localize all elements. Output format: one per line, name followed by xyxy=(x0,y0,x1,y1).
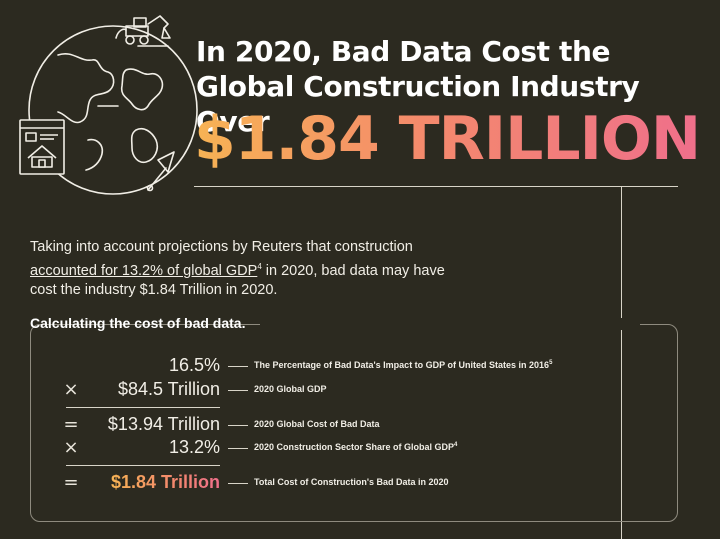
leader-line xyxy=(228,483,248,484)
trowel-icon xyxy=(146,151,175,192)
calculation-title: Calculating the cost of bad data. xyxy=(30,315,246,331)
calc-separator xyxy=(66,407,220,408)
equals-operator: = xyxy=(63,472,79,493)
calc-value: 16.5% xyxy=(168,355,220,375)
total-value: $1.84 Trillion xyxy=(110,472,220,492)
calc-label: 2020 Global Cost of Bad Data xyxy=(254,419,380,429)
leader-line xyxy=(228,366,248,367)
gdp-source-link[interactable]: accounted for 13.2% of global GDP xyxy=(30,262,258,279)
multiply-operator: × xyxy=(63,379,79,400)
footnote-4: 4 xyxy=(257,262,262,271)
calc-label: Total Cost of Construction's Bad Data in… xyxy=(254,477,449,487)
calc-row-total: = $1.84 Trillion Total Cost of Construct… xyxy=(0,472,720,496)
equals-operator: = xyxy=(63,414,79,435)
leader-line xyxy=(228,390,248,391)
intro-paragraph: Taking into account projections by Reute… xyxy=(30,238,450,300)
intro-text-before: Taking into account projections by Reute… xyxy=(30,239,413,255)
calc-label: 2020 Construction Sector Share of Global… xyxy=(254,442,458,452)
headline-amount: $1.84 TRILLION xyxy=(194,104,701,174)
calc-label: 2020 Global GDP xyxy=(254,384,327,394)
calc-row: = $13.94 Trillion 2020 Global Cost of Ba… xyxy=(0,414,720,438)
multiply-operator: × xyxy=(63,437,79,458)
calc-value: 13.2% xyxy=(168,437,220,457)
divider-horizontal xyxy=(194,186,678,187)
page-title: In 2020, Bad Data Cost the Global Constr… xyxy=(196,35,640,138)
calc-row: 16.5% The Percentage of Bad Data's Impac… xyxy=(0,355,720,379)
excavator-icon xyxy=(115,15,171,45)
intro-text-after: in 2020, bad data may have cost the indu… xyxy=(30,262,445,298)
leader-line xyxy=(228,448,248,449)
globe-icon xyxy=(28,15,198,195)
calc-row: × 13.2% 2020 Construction Sector Share o… xyxy=(0,437,720,461)
calc-value: $13.94 Trillion xyxy=(107,414,220,434)
leader-line xyxy=(228,425,248,426)
calc-value: $84.5 Trillion xyxy=(117,379,220,399)
calc-row: × $84.5 Trillion 2020 Global GDP xyxy=(0,379,720,403)
house-document-icon xyxy=(19,119,65,175)
calc-separator xyxy=(66,465,220,466)
calc-label: The Percentage of Bad Data's Impact to G… xyxy=(254,360,553,370)
divider-vertical xyxy=(621,186,622,539)
